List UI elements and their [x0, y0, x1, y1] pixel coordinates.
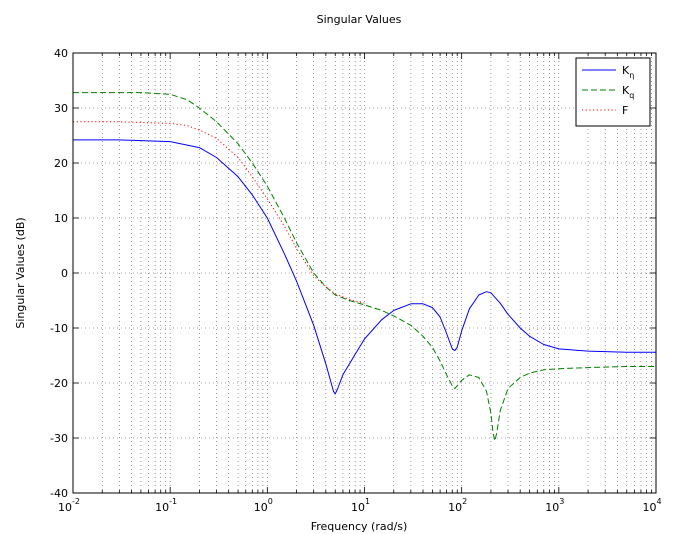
legend-entry-3: F: [622, 104, 628, 117]
legend: Kη Kq F: [575, 57, 651, 127]
series-line-1: [73, 139, 656, 395]
y-tick-label: -20: [50, 377, 68, 390]
series-line-2: [73, 92, 656, 442]
x-tick-label: 10-2: [58, 497, 80, 514]
x-tick-labels: 10-2 10-1 100 101 102 103 104: [58, 497, 662, 514]
ticks-layer: [73, 52, 656, 494]
grid-layer: [73, 53, 656, 493]
y-tick-label: 40: [54, 47, 68, 60]
y-tick-label: 20: [54, 157, 68, 170]
legend-entry-1: Kη: [622, 64, 634, 80]
x-axis-label: Frequency (rad/s): [311, 520, 408, 533]
y-tick-labels: -40 -30 -20 -10 0 10 20 30 40: [50, 47, 68, 500]
x-tick-label: 102: [448, 497, 467, 514]
y-tick-label: -10: [50, 322, 68, 335]
chart-title: Singular Values: [317, 13, 402, 26]
series-layer: [73, 92, 656, 442]
y-tick-label: 30: [54, 102, 68, 115]
y-tick-label: 0: [61, 267, 68, 280]
legend-box: [575, 57, 651, 127]
x-tick-label: 100: [254, 497, 273, 514]
x-tick-label: 103: [545, 497, 564, 514]
x-tick-label: 10-1: [155, 497, 177, 514]
legend-entry-2: Kq: [622, 84, 634, 100]
x-tick-label: 101: [351, 497, 370, 514]
y-tick-label: -40: [50, 487, 68, 500]
y-tick-label: -30: [50, 432, 68, 445]
x-tick-label: 104: [642, 497, 661, 514]
y-tick-label: 10: [54, 212, 68, 225]
y-axis-label: Singular Values (dB): [14, 217, 27, 328]
